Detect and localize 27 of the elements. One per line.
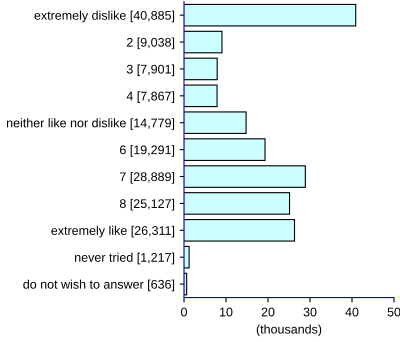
x-tick-label: 0	[181, 308, 187, 316]
y-tick-label: 4 [7,867]	[126, 91, 174, 103]
x-tick-label: 20	[262, 308, 274, 316]
y-tick-label: 3 [7,901]	[126, 64, 174, 76]
bar	[184, 30, 223, 54]
y-tick-label: do not wish to answer [636]	[23, 280, 174, 292]
bar	[184, 58, 218, 80]
y-tick-label: neither like nor dislike [14,779]	[6, 118, 174, 130]
x-tick-label: 50	[388, 308, 400, 316]
bar	[184, 4, 356, 26]
bar	[184, 218, 296, 242]
x-tick-label: 40	[345, 308, 358, 316]
bar	[184, 138, 266, 161]
y-tick-label: extremely like [26,311]	[51, 226, 174, 238]
y-tick-label: 2 [9,038]	[126, 38, 174, 50]
y-tick-label: 6 [19,291]	[120, 145, 174, 157]
y-tick-label: never tried [1,217]	[75, 252, 174, 264]
y-tick-label: 7 [28,889]	[120, 172, 174, 184]
bar	[184, 192, 290, 215]
bar	[184, 165, 306, 188]
bar	[184, 84, 218, 108]
y-tick-label: 8 [25,127]	[120, 198, 174, 211]
x-tick-label: 10	[220, 308, 232, 316]
x-tick-label: 30	[304, 308, 316, 316]
y-tick-label: extremely dislike [40,885]	[34, 10, 174, 22]
x-axis-title: (thousands)	[256, 324, 322, 336]
bar	[184, 111, 247, 134]
